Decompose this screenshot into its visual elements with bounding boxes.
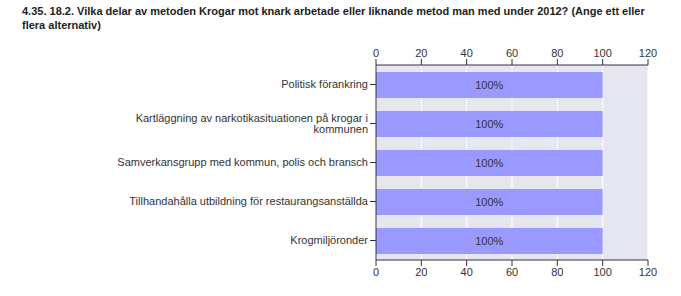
svg-text:Samverkansgrupp med kommun, po: Samverkansgrupp med kommun, polis och br… bbox=[117, 156, 368, 168]
svg-text:100%: 100% bbox=[475, 157, 503, 169]
svg-text:0: 0 bbox=[373, 47, 379, 59]
svg-text:100: 100 bbox=[593, 266, 611, 278]
html-text:4.35. 18.2. Vilka delar av met: 4.35. 18.2. Vilka delar av metoden Kroga… bbox=[22, 5, 645, 31]
svg-text:120: 120 bbox=[639, 47, 657, 59]
svg-text:40: 40 bbox=[461, 47, 473, 59]
svg-text:0: 0 bbox=[373, 266, 379, 278]
svg-text:80: 80 bbox=[551, 266, 563, 278]
svg-text:120: 120 bbox=[639, 266, 657, 278]
svg-text:80: 80 bbox=[551, 47, 563, 59]
svg-text:40: 40 bbox=[461, 266, 473, 278]
svg-text:60: 60 bbox=[506, 47, 518, 59]
svg-text:100%: 100% bbox=[475, 79, 503, 91]
svg-text:Kartläggning av narkotikasitua: Kartläggning av narkotikasituationen på … bbox=[136, 112, 368, 135]
svg-text:20: 20 bbox=[415, 266, 427, 278]
svg-text:Tillhandahålla utbildning för: Tillhandahålla utbildning för restaurang… bbox=[129, 195, 369, 207]
svg-text:100%: 100% bbox=[475, 196, 503, 208]
svg-text:20: 20 bbox=[415, 47, 427, 59]
svg-text:Politisk förankring: Politisk förankring bbox=[281, 78, 368, 90]
svg-text:60: 60 bbox=[506, 266, 518, 278]
svg-text:Krogmiljöronder: Krogmiljöronder bbox=[290, 234, 368, 246]
svg-text:100: 100 bbox=[593, 47, 611, 59]
svg-text:100%: 100% bbox=[475, 118, 503, 130]
svg-text:100%: 100% bbox=[475, 235, 503, 247]
